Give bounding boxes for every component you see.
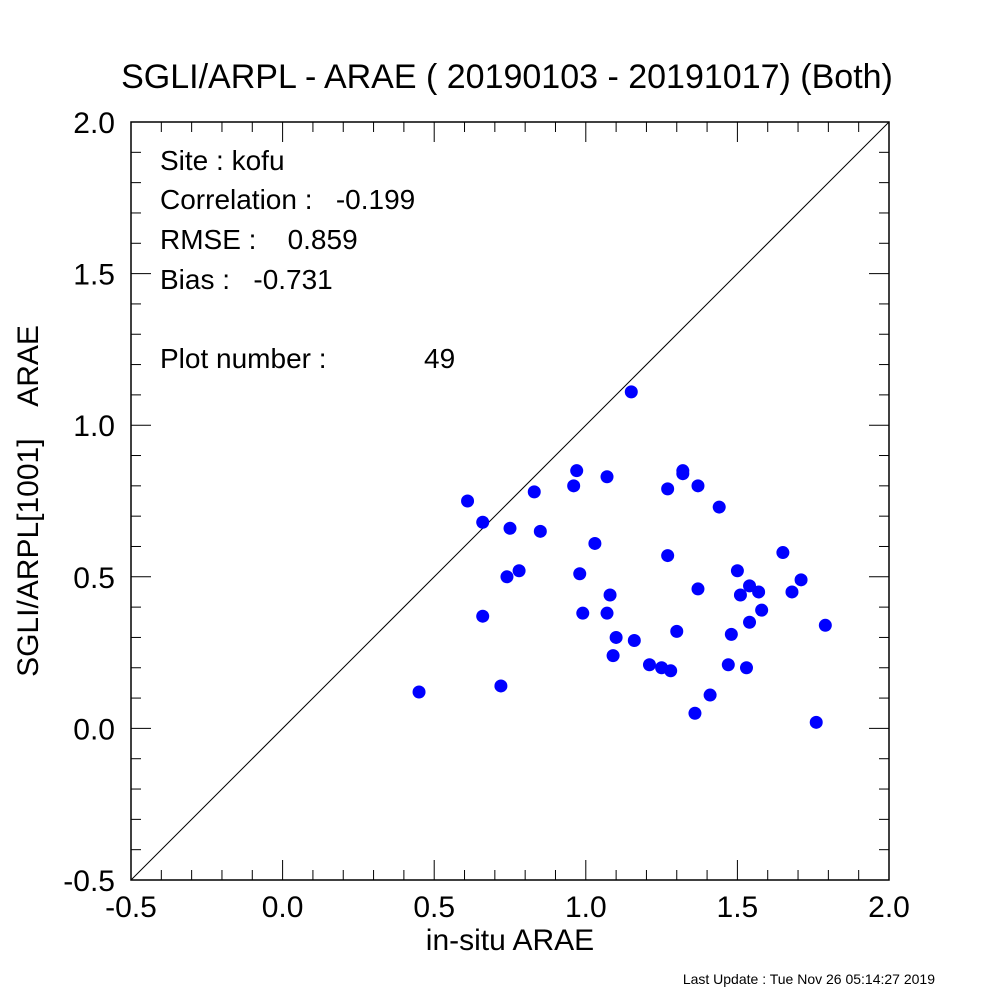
data-point bbox=[476, 515, 490, 529]
data-point bbox=[567, 479, 581, 493]
y-tick-label: 0.0 bbox=[73, 713, 115, 746]
data-point bbox=[752, 585, 766, 599]
stat-bias: Bias : -0.731 bbox=[160, 264, 333, 295]
data-point bbox=[533, 524, 547, 538]
stat-correlation: Correlation : -0.199 bbox=[160, 184, 415, 215]
data-point bbox=[691, 582, 705, 596]
data-point bbox=[494, 679, 508, 693]
x-tick-label: 1.5 bbox=[717, 891, 759, 924]
data-point bbox=[570, 464, 584, 478]
data-point bbox=[776, 546, 790, 560]
data-point bbox=[661, 482, 675, 496]
data-point bbox=[691, 479, 705, 493]
last-update-footer: Last Update : Tue Nov 26 05:14:27 2019 bbox=[683, 971, 935, 987]
x-axis-title: in-situ ARAE bbox=[426, 924, 594, 957]
data-points bbox=[412, 385, 832, 729]
stat-rmse: RMSE : 0.859 bbox=[160, 224, 358, 255]
stat-plot-number-label: Plot number : bbox=[160, 343, 327, 374]
data-point bbox=[664, 664, 678, 678]
data-point bbox=[688, 706, 702, 720]
stat-plot-number-value: 49 bbox=[424, 343, 455, 374]
data-point bbox=[809, 715, 823, 729]
data-point bbox=[818, 618, 832, 632]
data-point bbox=[624, 385, 638, 399]
y-tick-label: 0.5 bbox=[73, 562, 115, 595]
data-point bbox=[730, 564, 744, 578]
x-tick-label: -0.5 bbox=[105, 891, 157, 924]
data-point bbox=[676, 464, 690, 478]
data-point bbox=[785, 585, 799, 599]
x-tick-label: 1.0 bbox=[565, 891, 607, 924]
x-tick-label: 2.0 bbox=[868, 891, 910, 924]
data-point bbox=[476, 609, 490, 623]
data-point bbox=[606, 649, 620, 663]
data-point bbox=[627, 633, 641, 647]
data-point bbox=[609, 630, 623, 644]
data-point bbox=[739, 661, 753, 675]
data-point bbox=[603, 588, 617, 602]
data-point bbox=[721, 658, 735, 672]
data-point bbox=[527, 485, 541, 499]
data-point bbox=[412, 685, 426, 699]
data-point bbox=[670, 624, 684, 638]
data-point bbox=[642, 658, 656, 672]
data-point bbox=[512, 564, 526, 578]
data-point bbox=[461, 494, 475, 508]
data-point bbox=[600, 606, 614, 620]
data-point bbox=[576, 606, 590, 620]
data-point bbox=[503, 521, 517, 535]
y-tick-labels: -0.5 0.0 0.5 1.0 1.5 2.0 bbox=[63, 107, 115, 898]
data-point bbox=[794, 573, 808, 587]
x-tick-label: 0.0 bbox=[262, 891, 304, 924]
data-point bbox=[500, 570, 514, 584]
plot-frame bbox=[130, 121, 890, 881]
data-point bbox=[733, 588, 747, 602]
x-tick-label: 0.5 bbox=[413, 891, 455, 924]
data-point bbox=[661, 549, 675, 563]
stats-box: Site : kofu Correlation : -0.199 RMSE : … bbox=[160, 145, 455, 374]
data-point bbox=[703, 688, 717, 702]
y-tick-label: 2.0 bbox=[73, 107, 115, 140]
y-tick-label: 1.0 bbox=[73, 410, 115, 443]
data-point bbox=[755, 603, 769, 617]
data-point bbox=[712, 500, 726, 514]
stat-site: Site : kofu bbox=[160, 145, 285, 176]
data-point bbox=[588, 536, 602, 550]
data-point bbox=[573, 567, 587, 581]
data-point bbox=[724, 627, 738, 641]
y-tick-label: 1.5 bbox=[73, 259, 115, 292]
data-point bbox=[600, 470, 614, 484]
x-tick-labels: -0.5 0.0 0.5 1.0 1.5 2.0 bbox=[105, 891, 910, 924]
data-point bbox=[743, 615, 757, 629]
y-axis-title: SGLI/ARPL[1001] ARAE bbox=[12, 325, 45, 677]
one-to-one-line bbox=[130, 121, 890, 881]
chart-title: SGLI/ARPL - ARAE ( 20190103 - 20191017) … bbox=[121, 58, 893, 96]
y-tick-label: -0.5 bbox=[63, 865, 115, 898]
axis-ticks bbox=[130, 121, 890, 881]
